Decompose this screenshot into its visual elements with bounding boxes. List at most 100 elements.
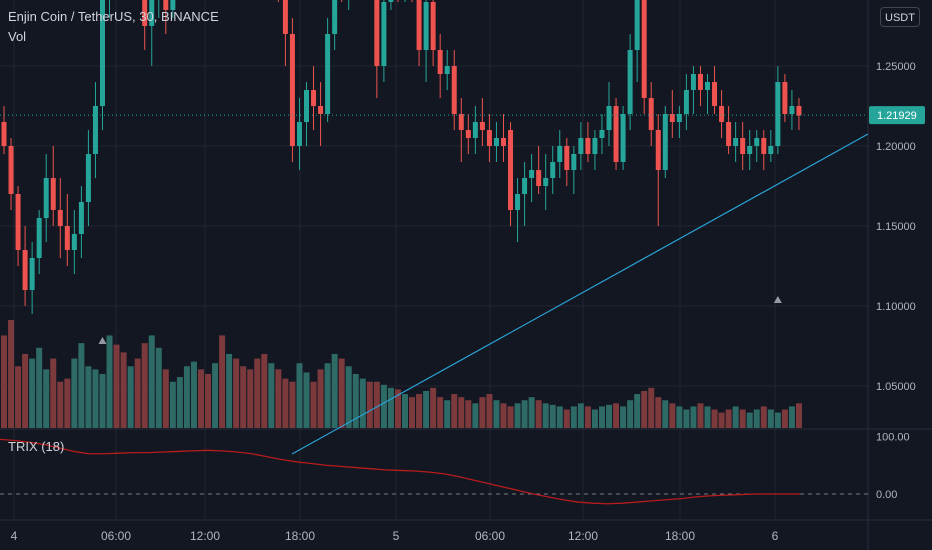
candle	[92, 82, 98, 178]
candle	[634, 0, 640, 82]
candle	[782, 74, 788, 122]
candle	[515, 178, 521, 242]
volume-bar	[205, 374, 212, 428]
candle	[796, 98, 802, 130]
volume-bar	[732, 406, 739, 428]
trix-tick-label: 100.00	[876, 432, 910, 444]
candle	[500, 114, 506, 162]
candle	[437, 34, 443, 98]
trix-legend: TRIX (18)	[8, 439, 65, 454]
candle-body	[712, 82, 718, 106]
candle-body	[289, 34, 295, 146]
volume-bar	[387, 387, 394, 428]
currency-button[interactable]: USDT	[880, 7, 920, 27]
candle	[158, 0, 160, 18]
time-tick-label: 06:00	[101, 529, 131, 543]
candle	[585, 122, 591, 162]
current-price-label: 1.21929	[877, 110, 917, 122]
marker-triangle	[773, 296, 782, 303]
candle	[726, 106, 732, 154]
volume-bar	[620, 406, 627, 428]
volume-bar	[711, 409, 718, 428]
grid	[0, 0, 868, 520]
candle	[564, 138, 570, 186]
volume-bar	[549, 404, 556, 428]
candle-body	[697, 74, 703, 90]
volume-bar	[275, 369, 282, 428]
volume-bar	[528, 397, 535, 428]
candle	[697, 66, 703, 106]
candle	[712, 66, 718, 114]
volume-bar	[613, 403, 620, 428]
candle	[149, 0, 155, 66]
volume-bar	[486, 394, 493, 428]
candle	[311, 66, 317, 130]
volume-bar	[507, 406, 514, 428]
candle	[648, 82, 654, 146]
candle-body	[99, 0, 105, 106]
trix-tick-label: 0.00	[876, 489, 897, 501]
candle	[78, 186, 84, 258]
volume-bar	[176, 377, 183, 428]
volume-bar	[57, 381, 64, 428]
volume-bar	[162, 369, 169, 428]
volume-bar	[479, 397, 486, 428]
time-tick-label: 18:00	[285, 529, 315, 543]
time-tick-label: 18:00	[665, 529, 695, 543]
volume-bar	[303, 372, 310, 428]
volume-bar	[120, 352, 127, 428]
volume-bar	[190, 361, 197, 428]
volume-bar	[598, 406, 605, 428]
candle	[332, 0, 338, 50]
candle	[50, 146, 56, 226]
volume-bar	[50, 358, 57, 428]
volume-bar	[99, 374, 106, 428]
candle	[493, 122, 499, 162]
candle-body	[648, 98, 654, 130]
volume-bar	[15, 366, 22, 428]
current-price-badge	[869, 106, 925, 125]
volume-bar	[338, 358, 345, 428]
candle	[71, 210, 77, 274]
volume-bar	[472, 403, 479, 428]
candle	[789, 90, 795, 130]
candle-body	[282, 0, 288, 34]
candle-body	[620, 114, 626, 162]
candle	[550, 146, 556, 194]
candle-body	[669, 114, 675, 122]
price-tick-label: 1.25000	[876, 61, 916, 73]
candle-body	[578, 138, 584, 154]
candle-body	[493, 138, 499, 146]
volume-bar	[718, 412, 725, 428]
candle	[416, 0, 422, 66]
volume-bar	[78, 343, 85, 428]
candle-body	[430, 1, 436, 50]
candle-body	[719, 106, 725, 122]
candle-body	[747, 146, 753, 154]
volume-bar	[416, 394, 423, 428]
candle	[733, 122, 739, 162]
volume-bar	[183, 366, 190, 428]
time-tick-label: 6	[772, 529, 779, 543]
candle	[451, 50, 457, 130]
volume-bar	[43, 369, 50, 428]
candle	[606, 82, 612, 146]
volume-bar	[127, 366, 134, 428]
candle-body	[36, 218, 42, 258]
candle	[669, 90, 675, 138]
candle-body	[304, 90, 310, 122]
volume-bar	[641, 390, 648, 428]
candle	[430, 0, 436, 66]
candle-body	[451, 66, 457, 114]
volume-bar	[788, 406, 795, 428]
candle-body	[423, 1, 429, 50]
time-tick-label: 12:00	[190, 529, 220, 543]
candle-body	[472, 122, 478, 138]
volume-bar	[85, 366, 92, 428]
candle	[775, 66, 781, 154]
candle	[444, 50, 450, 90]
candle	[740, 122, 746, 170]
candle-body	[662, 114, 668, 170]
